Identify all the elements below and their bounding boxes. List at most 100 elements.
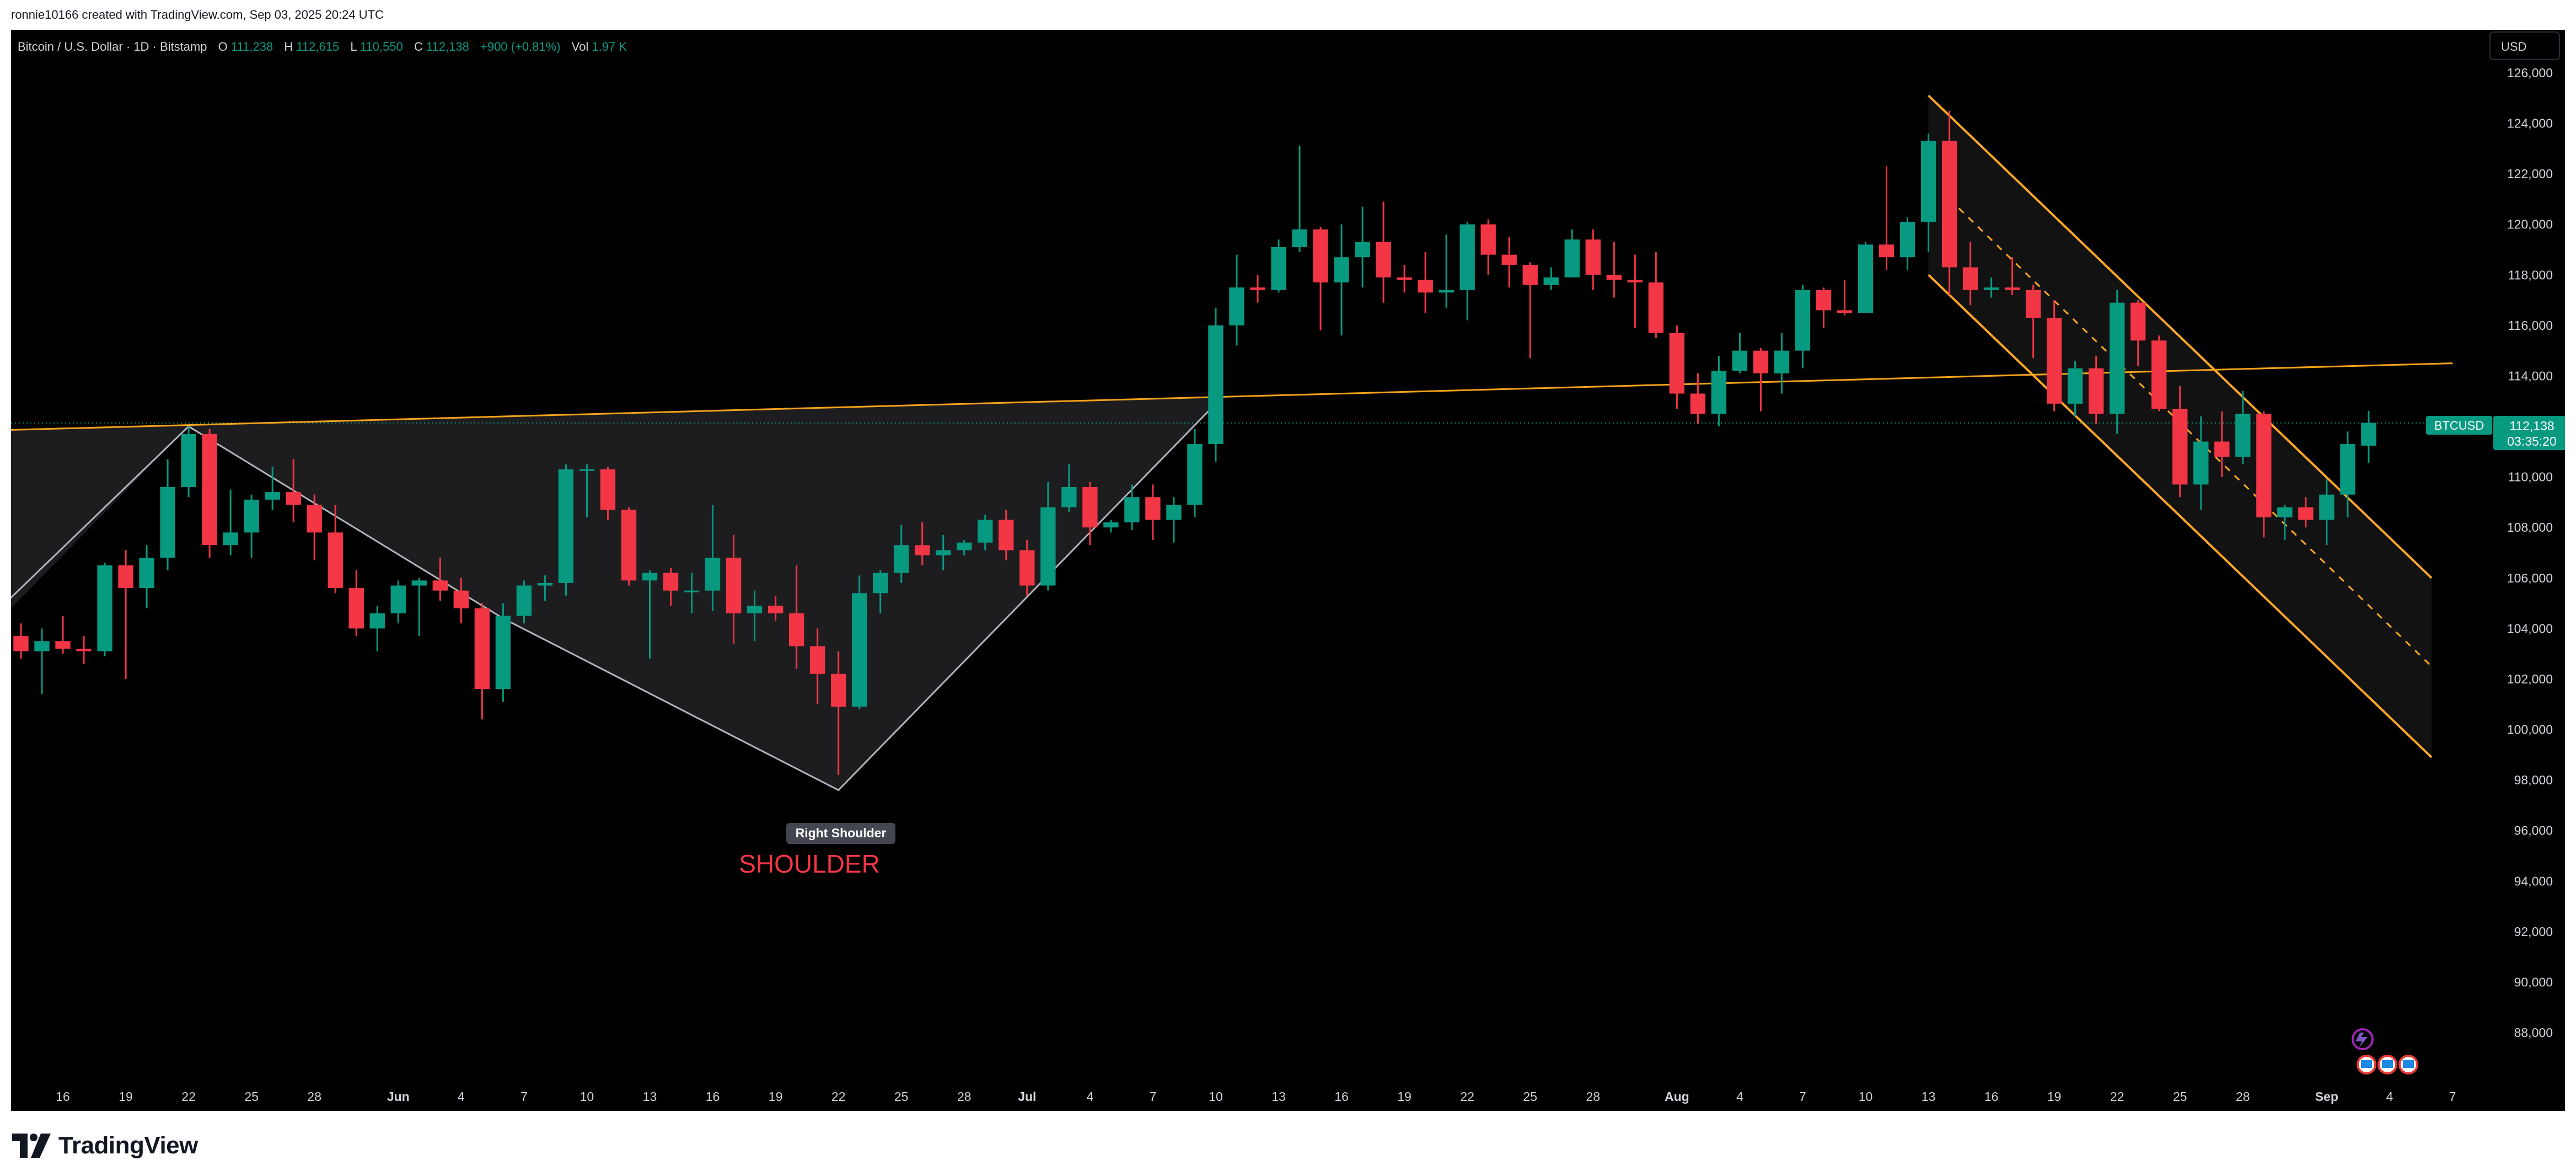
candle-body bbox=[978, 520, 993, 543]
us-flag-icon[interactable] bbox=[2357, 1055, 2376, 1075]
candle bbox=[1669, 325, 1685, 409]
candle bbox=[1899, 217, 1915, 270]
candle bbox=[726, 534, 742, 644]
candle bbox=[537, 575, 553, 601]
event-icons[interactable] bbox=[2352, 1028, 2418, 1075]
candle-body bbox=[537, 582, 553, 586]
y-tick-label: 106,000 bbox=[2507, 571, 2553, 585]
open-value: 111,238 bbox=[231, 40, 273, 54]
us-flag-icon[interactable] bbox=[2378, 1055, 2397, 1075]
candle bbox=[957, 540, 972, 555]
candle-body bbox=[202, 434, 217, 546]
candle-body bbox=[1690, 393, 1706, 414]
candle-body bbox=[2130, 302, 2146, 341]
candle-body bbox=[1480, 224, 1496, 255]
x-tick-label: 19 bbox=[769, 1089, 783, 1104]
candle-body bbox=[684, 590, 700, 592]
x-tick-label: 19 bbox=[1397, 1089, 1412, 1104]
candle-body bbox=[788, 613, 804, 646]
candle-body bbox=[2110, 302, 2125, 414]
price-axis[interactable]: USD 88,000 90,000 92,000 94,000 96,000 98,000… bbox=[2489, 31, 2560, 1040]
x-tick-label: 28 bbox=[2236, 1089, 2250, 1104]
candle-body bbox=[1941, 141, 1957, 268]
x-tick-label: 25 bbox=[894, 1089, 909, 1104]
candle bbox=[1816, 287, 1832, 328]
candle bbox=[307, 494, 322, 560]
right-shoulder-label-box bbox=[786, 823, 895, 844]
tradingview-logo[interactable]: TradingView bbox=[12, 1132, 198, 1159]
candle-body bbox=[453, 590, 469, 608]
x-tick-label: 16 bbox=[706, 1089, 720, 1104]
candle-body bbox=[160, 487, 175, 558]
candle bbox=[1397, 265, 1412, 293]
candle-body bbox=[872, 573, 888, 594]
x-tick-label: 13 bbox=[1922, 1089, 1936, 1104]
volume-label: Vol bbox=[572, 40, 589, 54]
high-value: 112,615 bbox=[296, 40, 339, 54]
chart-area[interactable]: Right Shoulder SHOULDER Bitcoin / U.S. D… bbox=[11, 30, 2565, 1111]
candlestick-chart[interactable]: Right Shoulder SHOULDER Bitcoin / U.S. D… bbox=[11, 30, 2565, 1111]
candle bbox=[830, 651, 846, 775]
candle bbox=[1920, 133, 1936, 253]
x-tick-label: 25 bbox=[244, 1089, 259, 1104]
candle bbox=[2110, 290, 2125, 434]
candle-body bbox=[516, 585, 532, 616]
candle bbox=[2151, 335, 2167, 411]
candle-body bbox=[2193, 441, 2209, 485]
us-flag-icon[interactable] bbox=[2398, 1055, 2418, 1075]
symbol-name: Bitcoin / U.S. Dollar · 1D · Bitstamp bbox=[18, 40, 207, 54]
candle bbox=[1208, 307, 1223, 462]
candle bbox=[474, 603, 490, 720]
candle bbox=[1941, 110, 1957, 295]
candle-body bbox=[34, 641, 50, 651]
ohlc-legend: Bitcoin / U.S. Dollar · 1D · Bitstamp O … bbox=[18, 40, 627, 54]
y-tick-label: 92,000 bbox=[2514, 924, 2553, 939]
attribution-bar: ronnie10166 created with TradingView.com… bbox=[0, 0, 2576, 30]
candle bbox=[2340, 431, 2355, 517]
x-tick-label: 7 bbox=[2449, 1089, 2456, 1104]
x-tick-label: 13 bbox=[1271, 1089, 1286, 1104]
candle bbox=[2089, 355, 2104, 424]
x-tick-label: 22 bbox=[1460, 1089, 1474, 1104]
y-tick-label: 122,000 bbox=[2507, 167, 2553, 181]
volume-value: 1.97 K bbox=[592, 40, 627, 54]
candle-body bbox=[1753, 350, 1769, 373]
candle bbox=[1292, 146, 1307, 253]
candle-body bbox=[1397, 277, 1412, 280]
candle-body bbox=[2151, 340, 2167, 409]
candle bbox=[1627, 254, 1643, 328]
x-tick-label: 28 bbox=[307, 1089, 321, 1104]
candle bbox=[894, 525, 909, 583]
candle-body bbox=[13, 636, 29, 651]
candle bbox=[1376, 201, 1391, 303]
candle bbox=[55, 616, 71, 654]
candle bbox=[579, 464, 595, 517]
annotations: Right Shoulder SHOULDER bbox=[739, 823, 895, 878]
candle bbox=[2172, 386, 2188, 498]
lightning-icon[interactable] bbox=[2352, 1028, 2374, 1050]
candle bbox=[160, 459, 175, 571]
y-tick-label: 124,000 bbox=[2507, 116, 2553, 131]
candle bbox=[1166, 497, 1182, 543]
candle bbox=[999, 510, 1014, 560]
candle-body bbox=[809, 646, 825, 674]
countdown-value: 03:35:20 bbox=[2507, 434, 2557, 448]
price-tag-value: 112,138 bbox=[2509, 419, 2554, 433]
x-tick-label: 25 bbox=[2173, 1089, 2187, 1104]
candle-body bbox=[830, 673, 846, 707]
candle-body bbox=[621, 510, 637, 581]
candle-body bbox=[768, 606, 783, 613]
currency-button[interactable] bbox=[2489, 31, 2560, 60]
x-tick-label: 19 bbox=[119, 1089, 133, 1104]
time-axis[interactable]: 16 19 22 25 28 Jun 4 7 10 13 16 19 22 25 28 Jul 4 7 10 13 16… bbox=[56, 1089, 2456, 1104]
candle-body bbox=[369, 613, 385, 629]
candle bbox=[1543, 267, 1559, 290]
candle bbox=[202, 429, 217, 558]
x-tick-label: 4 bbox=[2386, 1089, 2393, 1104]
candle-body bbox=[663, 573, 679, 591]
candle bbox=[1145, 484, 1161, 541]
candle-body bbox=[894, 545, 909, 573]
candle bbox=[411, 578, 427, 637]
candle-body bbox=[1313, 229, 1328, 283]
candle-body bbox=[1983, 287, 1999, 290]
